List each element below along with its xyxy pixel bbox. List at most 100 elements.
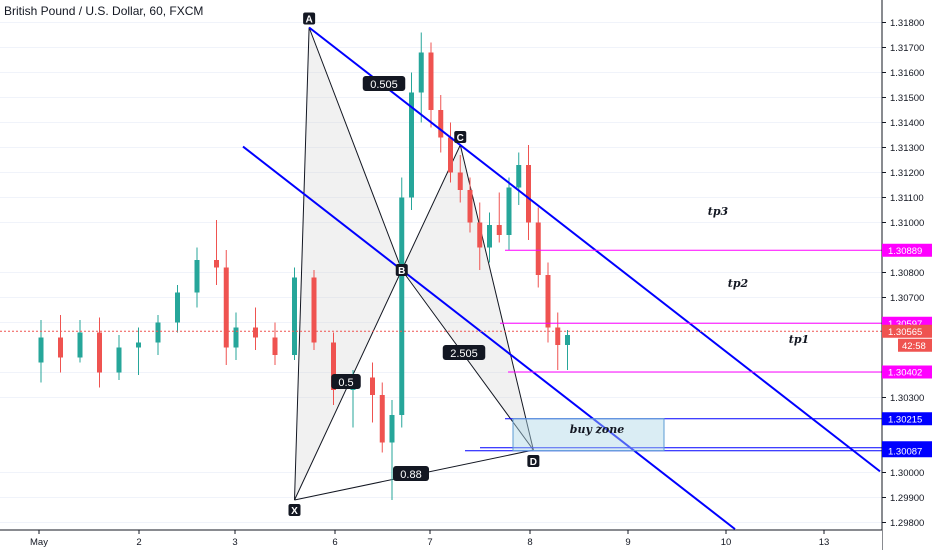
chart-title: British Pound / U.S. Dollar, 60, FXCM <box>4 4 204 18</box>
price-tick-label: 1.31000 <box>890 218 924 229</box>
candle-body <box>77 332 83 358</box>
price-tick-label: 1.30700 <box>890 293 924 304</box>
candle-body <box>438 110 444 138</box>
countdown-text: 42:58 <box>902 341 926 352</box>
candle-body <box>331 342 336 390</box>
candle-body <box>516 165 522 188</box>
price-tag-text: 1.30402 <box>888 368 922 379</box>
price-tag-bg <box>882 365 932 379</box>
ratio-label: 0.5 <box>331 374 361 389</box>
ratio-label-bg <box>362 76 406 91</box>
candle-body <box>253 327 258 338</box>
candle-body <box>496 225 502 235</box>
candle-body <box>477 222 483 248</box>
candle-body <box>136 342 141 348</box>
ratio-label-text: 2.505 <box>450 348 478 360</box>
point-label-text: B <box>398 266 405 277</box>
price-tag: 1.30402 <box>882 365 932 379</box>
price-tick-label: 1.31100 <box>890 193 924 204</box>
candle-body <box>467 190 473 223</box>
candle-body <box>58 337 63 358</box>
price-tag-bg <box>882 243 932 257</box>
countdown-bg <box>898 338 932 352</box>
price-tag-text: 1.30889 <box>888 246 922 257</box>
price-tick-label: 1.31700 <box>890 43 924 54</box>
price-tick-label: 1.29900 <box>890 493 924 504</box>
candles <box>38 32 570 500</box>
target-label-tp3: tp3 <box>708 205 729 218</box>
point-label-d: D <box>527 455 540 468</box>
price-tag-bg <box>882 412 932 426</box>
price-tick-label: 1.30300 <box>890 393 924 404</box>
price-tag-text: 1.30215 <box>888 414 922 425</box>
point-label-bg <box>303 12 316 25</box>
grid <box>0 22 882 523</box>
point-label-bg <box>288 504 301 516</box>
time-tick-label: 8 <box>527 537 532 548</box>
drawing-labels: X A B C D 0.505 0.5 2.505 0.88 tp3 tp2 tp1 buy zone <box>288 12 809 517</box>
buy-zone-label: buy zone <box>570 423 625 436</box>
candle-body <box>214 260 219 268</box>
candle-body <box>311 277 317 343</box>
time-axis[interactable]: May 2 3 6 7 8 9 10 13 <box>0 529 882 550</box>
point-label-text: X <box>291 506 298 517</box>
ratio-label-bg <box>442 345 486 360</box>
ratio-label: 2.505 <box>442 345 486 360</box>
candle-body <box>379 395 385 443</box>
price-tag-bg <box>882 324 932 338</box>
ratio-label-bg <box>393 466 429 481</box>
time-tick-label: 13 <box>819 537 830 548</box>
price-tick-label: 1.31500 <box>890 93 924 104</box>
point-label-bg <box>395 264 408 276</box>
price-tick-label: 1.31200 <box>890 168 924 179</box>
ratio-label: 0.505 <box>362 76 406 91</box>
price-tick-label: 1.31300 <box>890 143 924 154</box>
price-axis[interactable]: 1.31800 1.31700 1.31600 1.31500 1.31400 1.313… <box>881 0 932 550</box>
price-tick-label: 1.31400 <box>890 118 924 129</box>
channel-line-lower <box>242 145 736 530</box>
point-label-c: C <box>454 131 467 144</box>
price-tag: 1.30087 <box>882 444 932 458</box>
candle-body <box>409 92 414 198</box>
price-tick-label: 1.30800 <box>890 268 924 279</box>
drawing-lines <box>0 26 882 530</box>
candle-body <box>38 337 44 363</box>
time-tick-label: 9 <box>625 537 630 548</box>
candle-body <box>292 277 297 355</box>
candle-body <box>272 337 278 355</box>
price-tag-bg <box>882 444 932 458</box>
candle-body <box>565 335 570 345</box>
ratio-label-bg <box>331 374 361 389</box>
ratio-label-text: 0.88 <box>400 469 421 481</box>
price-tick-label: 1.31600 <box>890 68 924 79</box>
ratio-label-text: 0.505 <box>370 79 398 91</box>
candle-body <box>555 327 561 345</box>
candle-body <box>428 52 434 110</box>
price-axis-bg <box>882 0 932 550</box>
time-tick-label: 10 <box>721 537 732 548</box>
candle-body <box>448 137 453 173</box>
target-label-tp2: tp2 <box>728 277 749 290</box>
point-label-bg <box>527 455 540 467</box>
price-tag: 1.30889 <box>882 243 932 257</box>
point-label-bg <box>454 131 467 143</box>
candle-body <box>535 222 541 275</box>
candle-body <box>526 165 531 223</box>
point-label-text: C <box>457 133 464 144</box>
candle-body <box>506 187 512 235</box>
candle-body <box>545 275 551 328</box>
buy-zone-box <box>512 418 665 452</box>
plot-background <box>0 0 882 530</box>
price-tag: 1.30565 <box>882 324 932 338</box>
point-label-b: B <box>395 264 408 277</box>
time-axis-bg <box>0 530 882 550</box>
time-tick-label: May <box>30 537 48 548</box>
price-tick-label: 1.30000 <box>890 468 924 479</box>
candle-body <box>370 377 375 395</box>
candle-body <box>194 260 200 293</box>
candle-body <box>233 327 239 348</box>
ratio-label: 0.88 <box>393 466 429 481</box>
point-label-x: X <box>288 504 301 517</box>
candle-body <box>418 52 424 93</box>
